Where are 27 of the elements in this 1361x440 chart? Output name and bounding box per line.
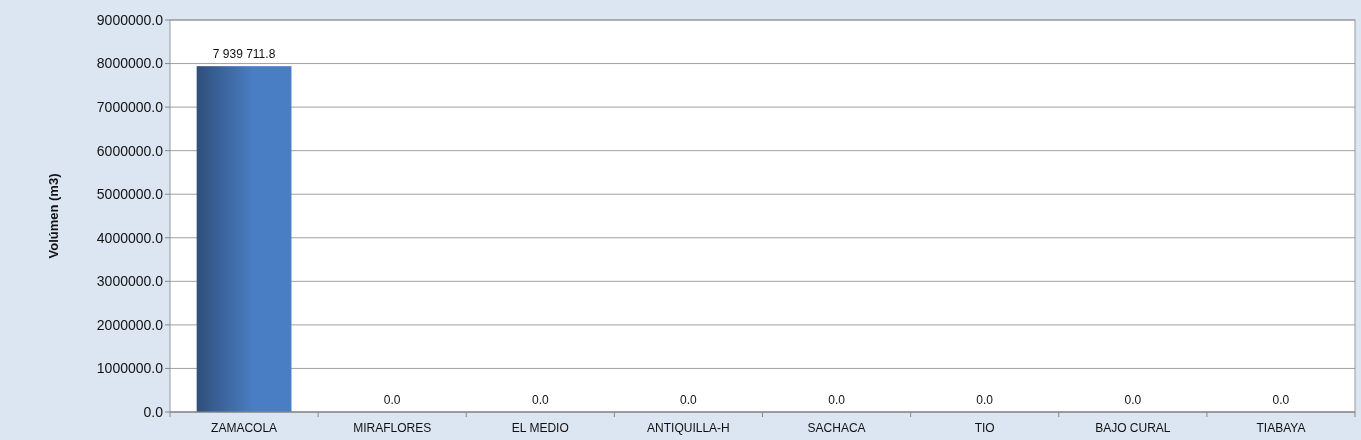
x-tick-label: MIRAFLORES	[353, 421, 432, 435]
data-label: 0.0	[828, 393, 846, 407]
x-tick-label: BAJO CURAL	[1095, 421, 1171, 435]
y-tick-label: 4000000.0	[96, 229, 164, 246]
x-tick-label: EL MEDIO	[511, 421, 569, 435]
x-tick-label: TIABAYA	[1256, 421, 1306, 435]
x-tick-label: ZAMACOLA	[211, 421, 278, 435]
y-tick-label: 8000000.0	[96, 55, 164, 72]
y-tick-label: 7000000.0	[96, 99, 164, 116]
data-label: 0.0	[1272, 393, 1290, 407]
x-tick-label: SACHACA	[807, 421, 866, 435]
x-tick-label: ANTIQUILLA-H	[647, 421, 730, 435]
x-tick-label: TIO	[974, 421, 995, 435]
y-tick-label: 9000000.0	[96, 11, 164, 28]
y-tick-label: 3000000.0	[96, 273, 164, 290]
data-label: 0.0	[383, 393, 401, 407]
data-label: 0.0	[1124, 393, 1142, 407]
y-axis-title: Volúmen (m3)	[46, 173, 61, 259]
data-label: 0.0	[680, 393, 698, 407]
y-tick-label: 6000000.0	[96, 142, 164, 159]
data-label: 7 939 711.8	[212, 47, 276, 62]
y-tick-label: 0.0	[143, 403, 164, 420]
data-label: 0.0	[531, 393, 549, 407]
y-tick-label: 5000000.0	[96, 186, 164, 203]
y-tick-label: 1000000.0	[96, 360, 164, 377]
y-tick-label: 2000000.0	[96, 316, 164, 333]
data-label: 0.0	[976, 393, 994, 407]
